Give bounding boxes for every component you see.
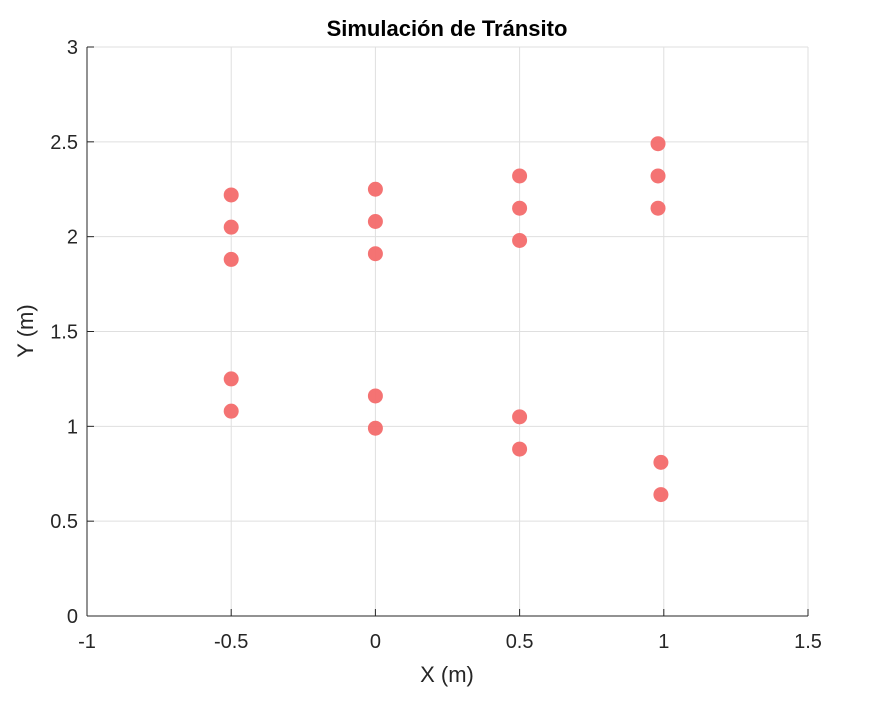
axes	[86, 46, 809, 617]
x-tick-label: -0.5	[214, 631, 248, 653]
data-point	[223, 403, 239, 419]
data-point	[512, 232, 528, 248]
x-tick-label: 1	[658, 631, 669, 653]
data-point	[653, 454, 669, 470]
x-tick-label: 0.5	[506, 631, 534, 653]
data-point	[650, 168, 666, 184]
data-point	[512, 168, 528, 184]
data-point	[367, 181, 383, 197]
y-tick-label: 0.5	[50, 511, 78, 533]
y-tick-label: 3	[67, 37, 78, 59]
x-tick-label: -1	[78, 631, 96, 653]
data-point	[512, 409, 528, 425]
tick-labels: -1 -0.5 0 0.5 1 1.5 0 0.5 1 1.5 2 2.5 3	[50, 37, 822, 653]
data-point	[650, 136, 666, 152]
y-tick-label: 1.5	[50, 322, 78, 344]
data-point	[223, 187, 239, 203]
data-points	[223, 136, 669, 503]
data-point	[367, 246, 383, 262]
data-point	[650, 200, 666, 216]
x-axis-label: X (m)	[420, 662, 474, 687]
data-point	[367, 213, 383, 229]
data-point	[512, 200, 528, 216]
grid	[86, 46, 809, 617]
data-point	[223, 371, 239, 387]
data-point	[653, 487, 669, 503]
y-tick-label: 1	[67, 416, 78, 438]
data-point	[223, 251, 239, 267]
data-point	[512, 441, 528, 457]
y-tick-label: 2	[67, 227, 78, 249]
y-tick-label: 2.5	[50, 132, 78, 154]
y-tick-label: 0	[67, 606, 78, 628]
data-point	[223, 219, 239, 235]
data-point	[367, 388, 383, 404]
x-tick-label: 0	[370, 631, 381, 653]
x-tick-label: 1.5	[794, 631, 822, 653]
chart-title: Simulación de Tránsito	[327, 16, 568, 41]
data-point	[367, 420, 383, 436]
y-axis-label: Y (m)	[13, 304, 38, 357]
